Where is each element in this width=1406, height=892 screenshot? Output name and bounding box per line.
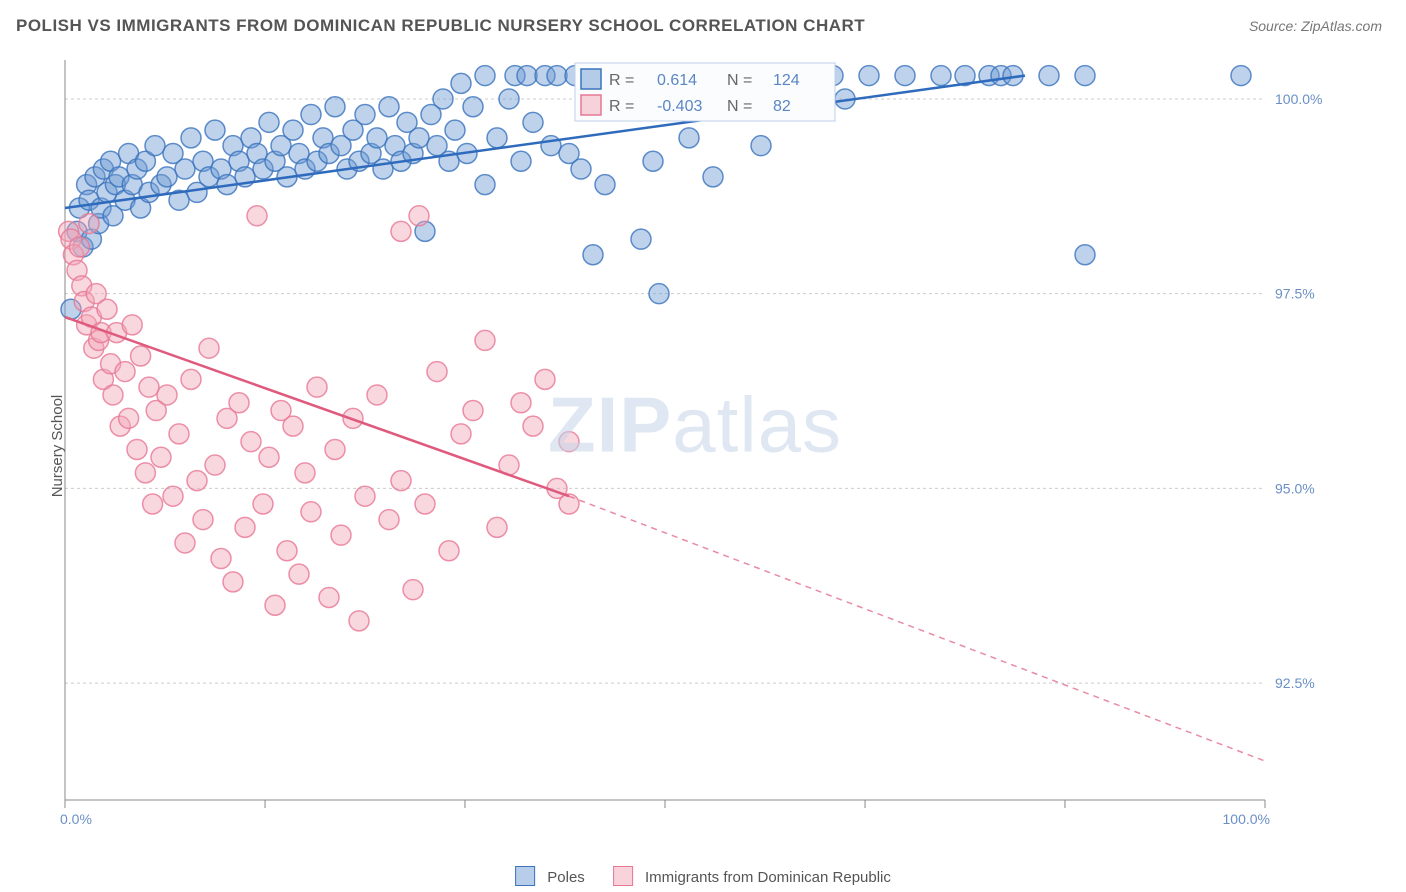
legend-swatch-dominican <box>613 866 633 886</box>
svg-text:92.5%: 92.5% <box>1275 675 1315 691</box>
chart-area: 92.5% 95.0% 97.5% 100.0% 0.0% 100.0% R = 0.614 N… <box>45 55 1345 825</box>
svg-text:100.0%: 100.0% <box>1223 811 1270 825</box>
svg-text:95.0%: 95.0% <box>1275 480 1315 496</box>
scatter-chart-svg: 92.5% 95.0% 97.5% 100.0% 0.0% 100.0% R = 0.614 N… <box>45 55 1345 825</box>
svg-text:N =: N = <box>727 72 752 89</box>
svg-text:R =: R = <box>609 72 634 89</box>
legend-item-dominican: Immigrants from Dominican Republic <box>613 866 891 886</box>
source-attribution: Source: ZipAtlas.com <box>1249 18 1382 34</box>
svg-text:R =: R = <box>609 98 634 115</box>
legend-bottom: Poles Immigrants from Dominican Republic <box>515 866 891 886</box>
svg-text:N =: N = <box>727 98 752 115</box>
legend-label-dominican: Immigrants from Dominican Republic <box>645 869 891 886</box>
legend-label-poles: Poles <box>547 869 585 886</box>
svg-text:-0.403: -0.403 <box>657 98 702 115</box>
legend-swatch-poles <box>515 866 535 886</box>
svg-text:100.0%: 100.0% <box>1275 91 1322 107</box>
legend-item-poles: Poles <box>515 866 585 886</box>
svg-text:97.5%: 97.5% <box>1275 286 1315 302</box>
svg-text:0.0%: 0.0% <box>60 811 92 825</box>
svg-text:0.614: 0.614 <box>657 72 697 89</box>
chart-title: POLISH VS IMMIGRANTS FROM DOMINICAN REPU… <box>16 16 865 36</box>
svg-text:124: 124 <box>773 72 800 89</box>
svg-text:82: 82 <box>773 98 791 115</box>
